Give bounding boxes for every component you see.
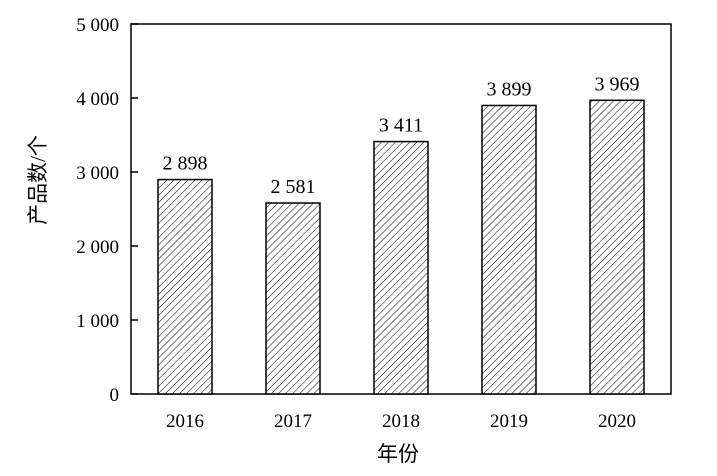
x-tick-label-2019: 2019 [490, 411, 528, 432]
bars-group: 2 898 2 581 3 411 3 899 3 969 [157, 73, 645, 395]
y-tick-label: 4 000 [76, 89, 119, 110]
bar-2017 [265, 202, 321, 395]
y-tick-label: 0 [110, 385, 120, 406]
y-tick-label: 2 000 [76, 237, 119, 258]
y-axis-ticks: 0 1 000 2 000 3 000 4 000 5 000 [76, 15, 138, 406]
y-tick-label: 5 000 [76, 15, 119, 36]
x-tick-label-2016: 2016 [166, 411, 204, 432]
data-label-2020: 3 969 [595, 73, 640, 95]
x-axis-title: 年份 [377, 442, 419, 466]
bar-2018 [373, 140, 429, 395]
bar-2016 [157, 178, 213, 395]
y-tick-label: 3 000 [76, 163, 119, 184]
y-tick-label: 1 000 [76, 311, 119, 332]
x-axis-tick-labels: 2016 2017 2018 2019 2020 [166, 411, 636, 432]
bar-2020 [589, 99, 645, 395]
x-tick-label-2018: 2018 [382, 411, 420, 432]
x-tick-label-2017: 2017 [274, 411, 312, 432]
data-label-2018: 3 411 [379, 115, 423, 137]
data-label-2016: 2 898 [163, 153, 208, 175]
data-label-2017: 2 581 [271, 176, 316, 198]
data-label-2019: 3 899 [487, 78, 532, 100]
y-axis-title: 产品数/个 [26, 135, 50, 225]
bar-2019 [481, 104, 537, 395]
x-tick-label-2020: 2020 [598, 411, 636, 432]
